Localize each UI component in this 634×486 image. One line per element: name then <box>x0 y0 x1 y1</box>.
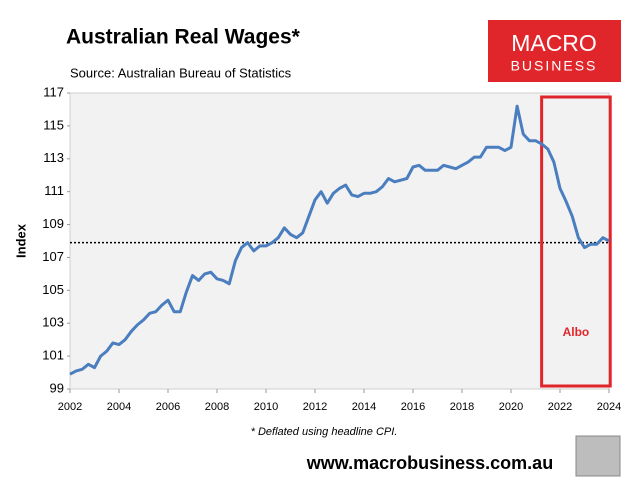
y-tick-label: 109 <box>42 216 64 231</box>
x-tick-label: 2006 <box>156 401 180 413</box>
x-tick-label: 2016 <box>401 401 425 413</box>
plot-area <box>69 92 610 390</box>
logo-image <box>575 435 621 477</box>
x-tick-label: 2022 <box>548 401 572 413</box>
x-tick-label: 2012 <box>303 401 327 413</box>
y-tick-label: 117 <box>43 84 64 99</box>
x-tick-label: 2018 <box>450 401 474 413</box>
x-tick-label: 2010 <box>254 401 278 413</box>
y-tick-label: 105 <box>42 282 64 297</box>
y-tick-label: 113 <box>43 150 64 165</box>
y-axis-label: Index <box>13 223 28 258</box>
y-tick-label: 101 <box>42 348 64 363</box>
chart-subtitle: Source: Australian Bureau of Statistics <box>70 65 292 80</box>
x-tick-label: 2024 <box>597 401 621 413</box>
y-tick-label: 107 <box>42 249 64 264</box>
x-tick-label: 2002 <box>58 401 82 413</box>
x-tick-label: 2014 <box>352 401 376 413</box>
x-tick-label: 2008 <box>205 401 229 413</box>
logo-box <box>488 20 621 82</box>
x-tick-label: 2004 <box>107 401 131 413</box>
y-tick-label: 99 <box>50 380 64 395</box>
logo-text: BUSINESS <box>511 58 598 74</box>
x-tick-label: 2020 <box>499 401 523 413</box>
website: www.macrobusiness.com.au <box>306 453 553 473</box>
annotation: Albo <box>563 325 590 339</box>
y-tick-label: 111 <box>44 183 64 198</box>
highlight-box <box>540 95 612 388</box>
data-line <box>69 104 610 376</box>
y-tick-label: 115 <box>43 117 64 132</box>
y-tick-label: 103 <box>42 315 64 330</box>
chart-title: Australian Real Wages* <box>66 26 301 49</box>
footnote: * Deflated using headline CPI. <box>251 426 398 438</box>
logo-text: MACRO <box>511 30 597 56</box>
